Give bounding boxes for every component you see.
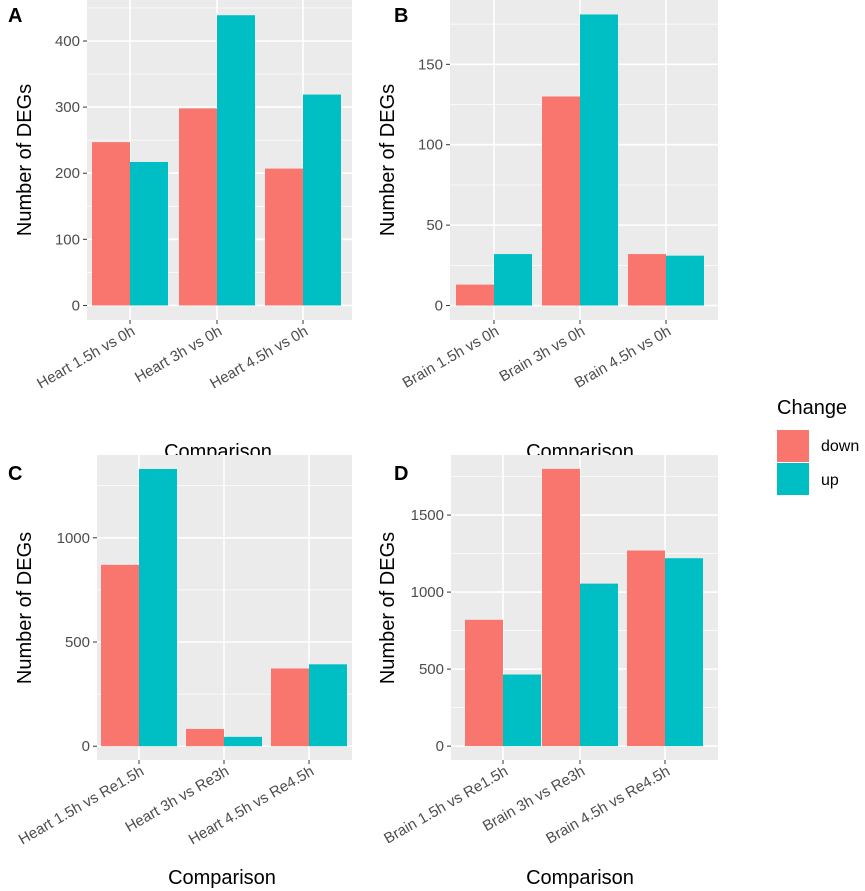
panel-d-y-axis-title: Number of DEGs <box>377 532 399 684</box>
panel-a-bar-up <box>303 94 341 306</box>
legend-key-up <box>777 463 809 495</box>
panel-c-x-tick-label: Heart 1.5h vs Re1.5h <box>16 763 147 849</box>
legend-label-up: up <box>821 472 839 489</box>
panel-d-bar-down <box>627 550 665 747</box>
panel-c-y-tick-label: 500 <box>65 634 90 651</box>
panel-d-x-axis-title: Comparison <box>526 867 634 889</box>
panel-c-y-axis-title: Number of DEGs <box>14 532 36 684</box>
panel-a-y-tick-label: 400 <box>55 33 80 50</box>
panel-b-x-tick-label: Brain 1.5h vs 0h <box>400 323 502 392</box>
panel-b-y-tick-label: 100 <box>418 137 443 154</box>
legend-title: Change <box>777 397 847 419</box>
panel-a-bar-down <box>265 168 303 306</box>
panel-c-bar-down <box>271 668 309 747</box>
panel-d-y-tick-label: 500 <box>419 661 444 678</box>
panel-a-y-tick-label: 300 <box>55 99 80 116</box>
panel-a-y-axis-title: Number of DEGs <box>14 84 36 236</box>
panel-d-y-tick-label: 0 <box>436 738 444 755</box>
panel-b-y-tick-label: 0 <box>435 298 443 315</box>
panel-a-x-tick-label: Heart 1.5h vs 0h <box>34 323 138 393</box>
panel-d-letter: D <box>394 463 408 485</box>
panel-c-bar-up <box>139 468 177 747</box>
panel-b-y-tick-label: 150 <box>418 56 443 73</box>
panel-c-x-axis-title: Comparison <box>168 867 276 889</box>
panel-d-y-tick-label: 1500 <box>411 507 444 524</box>
panel-a-bar-up <box>217 15 255 306</box>
panel-b-bar-up <box>666 255 704 306</box>
panel-a-bar-down <box>179 108 217 306</box>
panel-d-bar-up <box>580 583 618 747</box>
panel-a-bar-up <box>130 161 168 306</box>
panel-b-bar-down <box>628 254 666 306</box>
panel-c-y-tick-label: 1000 <box>57 530 90 547</box>
panel-d-bar-down <box>465 619 503 747</box>
panel-b-bar-up <box>494 254 532 306</box>
panel-b-y-axis-title: Number of DEGs <box>377 84 399 236</box>
panel-c-bar-down <box>101 564 139 747</box>
panel-c-y-tick-label: 0 <box>82 738 90 755</box>
panel-a-y-tick-label: 200 <box>55 165 80 182</box>
panel-b-bar-down <box>542 96 580 306</box>
legend: Change down up <box>777 397 859 495</box>
panel-d-bar-down <box>542 468 580 747</box>
panel-b-letter: B <box>394 5 408 27</box>
panel-b-x-tick-label: Brain 4.5h vs 0h <box>572 323 674 392</box>
panel-c-bar-up <box>224 736 262 747</box>
panel-a-letter: A <box>8 5 22 27</box>
panel-d-bar-up <box>665 558 703 747</box>
panel-b-y-tick-label: 50 <box>426 217 443 234</box>
panel-a-y-tick-label: 100 <box>55 231 80 248</box>
panel-b-bar-up <box>580 14 618 306</box>
panel-a-y-tick-label: 0 <box>72 297 80 314</box>
panel-d-y-tick-label: 1000 <box>411 584 444 601</box>
panel-a-x-tick-label: Heart 4.5h vs 0h <box>207 323 311 393</box>
legend-label-down: down <box>821 438 859 455</box>
panel-c-letter: C <box>8 463 22 485</box>
panel-d-x-tick-label: Brain 1.5h vs Re1.5h <box>381 763 511 848</box>
panel-c-bar-down <box>186 728 224 747</box>
panel-a-bar-down <box>92 142 130 306</box>
legend-key-down <box>777 430 809 462</box>
panel-b-bar-down <box>456 284 494 306</box>
panel-c-bar-up <box>309 664 347 747</box>
panel-d-bar-up <box>503 674 541 747</box>
